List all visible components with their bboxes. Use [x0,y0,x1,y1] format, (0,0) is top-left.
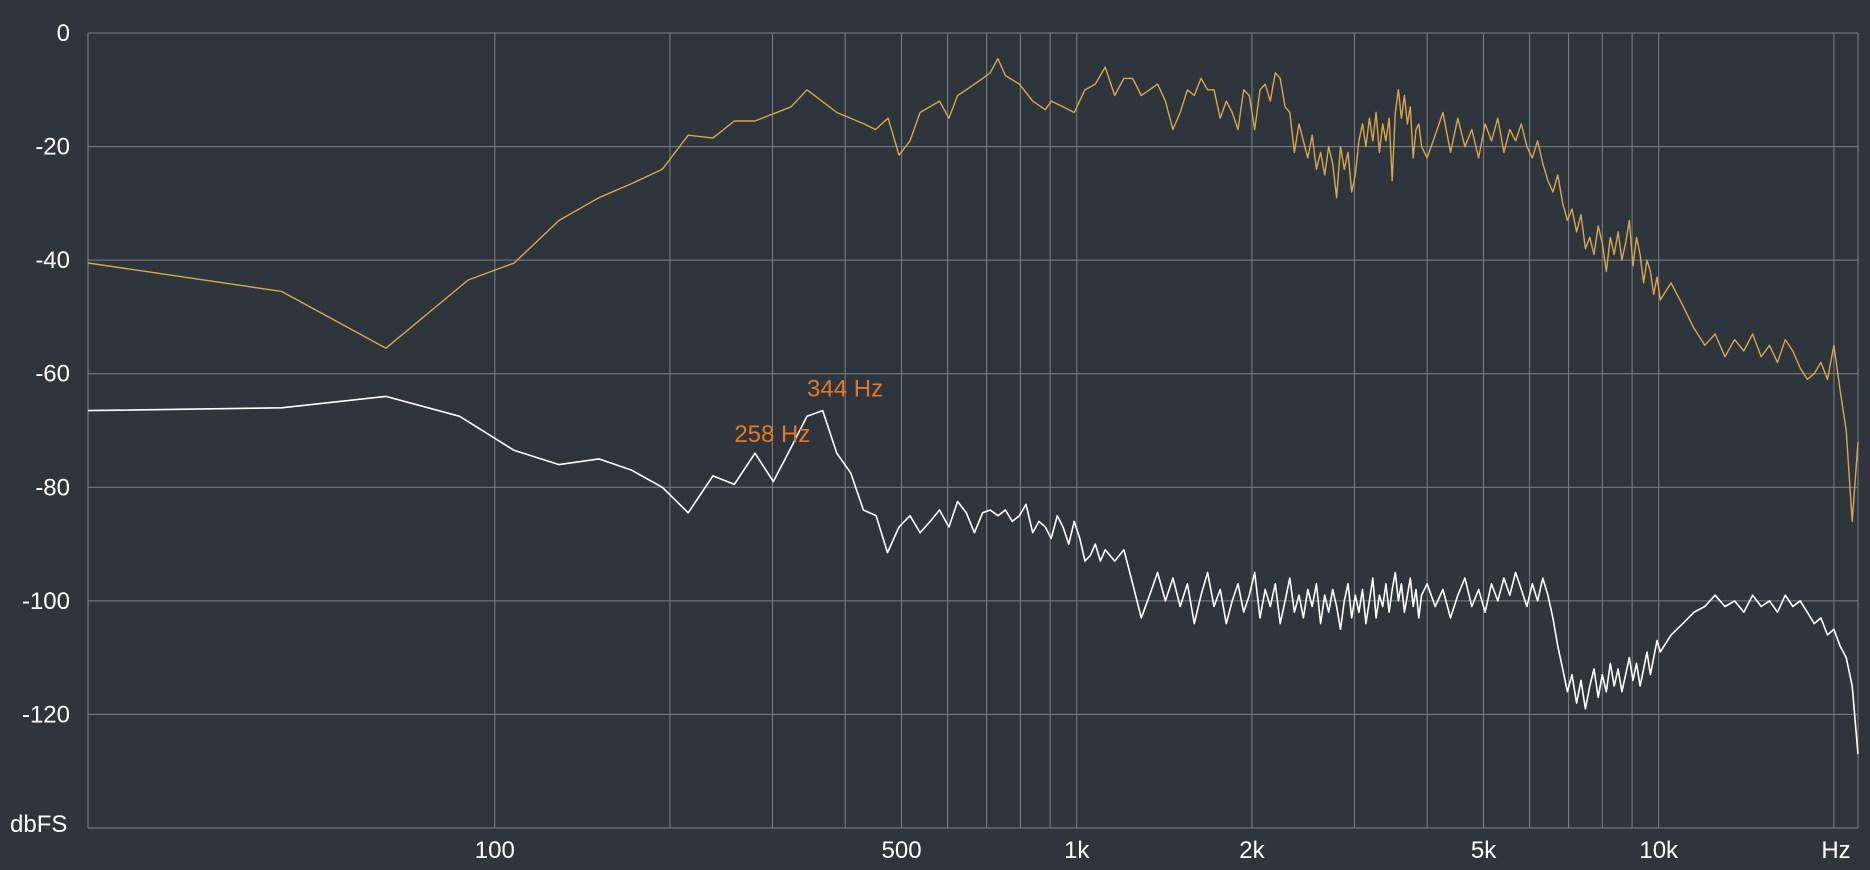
x-tick-label: 5k [1471,837,1497,864]
series-layer [87,57,1859,755]
x-tick-label: 500 [882,837,922,864]
peak-annotation-label: 344 Hz [807,375,883,402]
y-tick-label: -100 [22,588,70,615]
peak-annotation-label: 258 Hz [734,421,810,448]
series-line-gold [87,57,1859,523]
peak-annotations: 344 Hz 258 Hz [734,375,883,447]
y-tick-label: -40 [35,247,70,274]
y-tick-label: -80 [35,474,70,501]
x-tick-label: 100 [475,837,515,864]
x-tick-label: 10k [1639,837,1679,864]
y-tick-label: -120 [22,701,70,728]
x-tick-label: 1k [1064,837,1090,864]
y-tick-label: 0 [57,20,70,47]
axis-labels: 0 -20 -40 -60 -80 -100 -120 100 500 1k 2k 5k 10k dbFS… [10,20,1851,864]
y-tick-label: -20 [35,134,70,161]
x-unit-label: Hz [1821,837,1850,864]
y-tick-label: -60 [35,361,70,388]
y-unit-label: dbFS [10,811,67,838]
grid [87,32,1859,829]
series-line-white [87,395,1859,755]
x-tick-label: 2k [1239,837,1265,864]
